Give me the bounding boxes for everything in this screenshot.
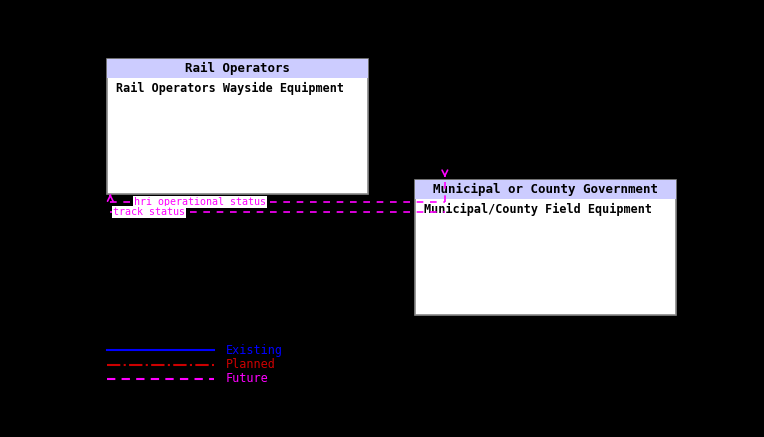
Text: Existing: Existing (226, 344, 283, 357)
Text: Municipal or County Government: Municipal or County Government (433, 183, 658, 196)
Bar (416, 180, 676, 199)
Bar (416, 180, 676, 315)
Bar (107, 59, 368, 78)
Bar (107, 59, 368, 194)
Text: track status: track status (113, 207, 185, 217)
Text: Rail Operators: Rail Operators (185, 62, 290, 75)
Text: Municipal/County Field Equipment: Municipal/County Field Equipment (424, 203, 652, 216)
Text: hri operational status: hri operational status (134, 197, 266, 207)
Text: Future: Future (226, 372, 268, 385)
Text: Planned: Planned (226, 358, 276, 371)
Text: Rail Operators Wayside Equipment: Rail Operators Wayside Equipment (116, 82, 345, 95)
